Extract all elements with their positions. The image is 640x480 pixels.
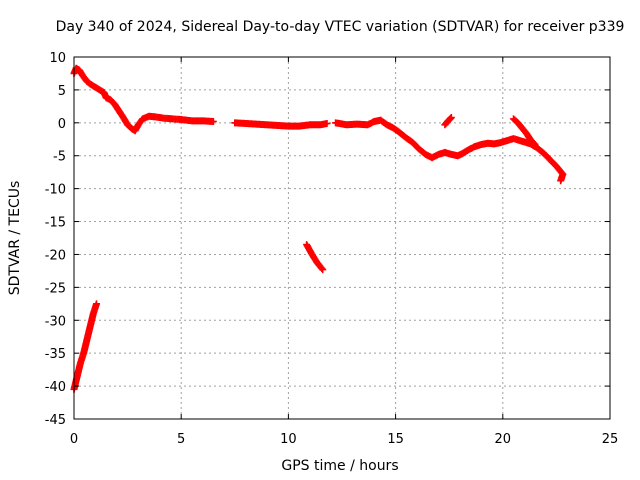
x-tick-label: 25 bbox=[602, 432, 619, 447]
y-tick-label: -15 bbox=[45, 216, 66, 231]
data-segment-6 bbox=[441, 114, 455, 129]
chart-title: Day 340 of 2024, Sidereal Day-to-day VTE… bbox=[56, 19, 625, 35]
y-tick-label: -30 bbox=[45, 314, 66, 329]
data-point bbox=[93, 300, 101, 308]
x-axis-title: GPS time / hours bbox=[281, 458, 398, 474]
data-segment-4 bbox=[332, 116, 567, 185]
y-axis-title: SDTVAR / TECUs bbox=[7, 181, 23, 296]
x-tick-label: 15 bbox=[387, 432, 404, 447]
x-tick-label: 10 bbox=[280, 432, 297, 447]
x-tick-label: 5 bbox=[177, 432, 185, 447]
y-tick-label: -5 bbox=[53, 150, 66, 165]
data-point bbox=[318, 264, 326, 272]
data-point bbox=[531, 141, 539, 149]
y-tick-label: 10 bbox=[49, 51, 66, 66]
y-tick-label: 5 bbox=[58, 84, 66, 99]
x-tick-label: 20 bbox=[495, 432, 512, 447]
data-layer bbox=[70, 64, 567, 393]
data-segment-1 bbox=[70, 64, 217, 135]
data-segment-2 bbox=[231, 119, 331, 130]
grid bbox=[74, 57, 610, 419]
y-tick-label: -35 bbox=[45, 347, 66, 362]
data-point bbox=[323, 119, 331, 127]
data-segment-5 bbox=[510, 115, 539, 149]
data-point bbox=[447, 114, 455, 122]
x-tick-label: 0 bbox=[70, 432, 78, 447]
y-tick-label: -10 bbox=[45, 183, 66, 198]
data-point bbox=[447, 114, 455, 122]
data-segment-0 bbox=[70, 300, 101, 393]
y-tick-label: -45 bbox=[45, 413, 66, 428]
data-segment-3 bbox=[303, 241, 327, 274]
y-tick-label: -25 bbox=[45, 281, 66, 296]
data-point bbox=[319, 266, 327, 274]
y-tick-label: -40 bbox=[45, 380, 66, 395]
y-tick-label: 0 bbox=[58, 117, 66, 132]
y-tick-label: -20 bbox=[45, 248, 66, 263]
plot-frame bbox=[73, 56, 611, 420]
data-point bbox=[557, 177, 565, 185]
data-point bbox=[209, 118, 217, 126]
data-point bbox=[530, 140, 538, 148]
ticks: 0 5 10 15 20 25 10 5 0 -5 -10 -15 -20 -25 -30 -35 -40 -45 bbox=[45, 51, 619, 447]
